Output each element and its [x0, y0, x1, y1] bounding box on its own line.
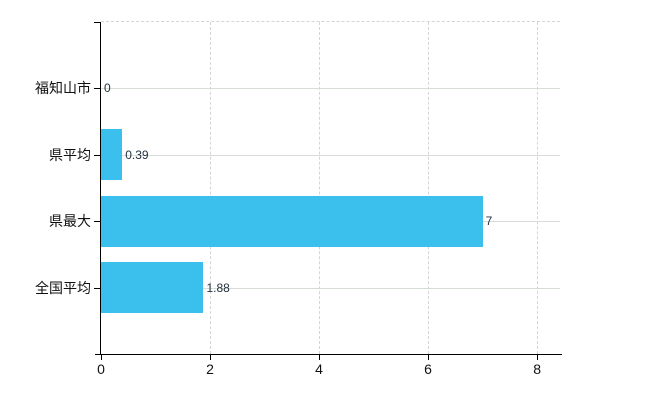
category-label: 県最大 [49, 213, 91, 230]
plot-area: 0 0.39 7 1.88 [101, 22, 560, 354]
value-label: 1.88 [206, 280, 230, 295]
x-axis-line [95, 354, 562, 355]
bar [101, 262, 204, 314]
x-tick-mark [101, 355, 102, 360]
x-tick-label: 4 [315, 361, 323, 377]
category-label: 福知山市 [35, 80, 91, 97]
gridline-vertical [428, 22, 430, 354]
gridline-vertical [319, 22, 321, 354]
bar [101, 129, 123, 181]
x-tick-label: 2 [206, 361, 214, 377]
gridline-vertical [210, 22, 212, 354]
gridline-horizontal [101, 154, 560, 156]
y-tick-mark [94, 221, 101, 223]
y-axis-line [100, 22, 101, 355]
category-label: 全国平均 [35, 279, 91, 296]
x-tick-label: 8 [533, 361, 541, 377]
value-label: 0.39 [125, 147, 149, 162]
value-label: 0 [104, 81, 111, 96]
y-tick-mark [94, 154, 101, 156]
x-tick-label: 0 [97, 361, 105, 377]
y-axis-top-tick [94, 22, 101, 23]
y-tick-mark [94, 88, 101, 90]
plot-top-border [101, 21, 560, 22]
category-label: 県平均 [49, 146, 91, 163]
x-tick-mark [428, 355, 430, 360]
gridline-horizontal [101, 88, 560, 90]
x-tick-mark [319, 355, 321, 360]
x-tick-mark [210, 355, 212, 360]
x-tick-mark [537, 355, 539, 360]
gridline-vertical [537, 22, 539, 354]
bar [101, 195, 483, 247]
gridline-horizontal [101, 287, 560, 289]
y-tick-mark [94, 287, 101, 289]
x-tick-label: 6 [424, 361, 432, 377]
value-label: 7 [485, 214, 493, 229]
